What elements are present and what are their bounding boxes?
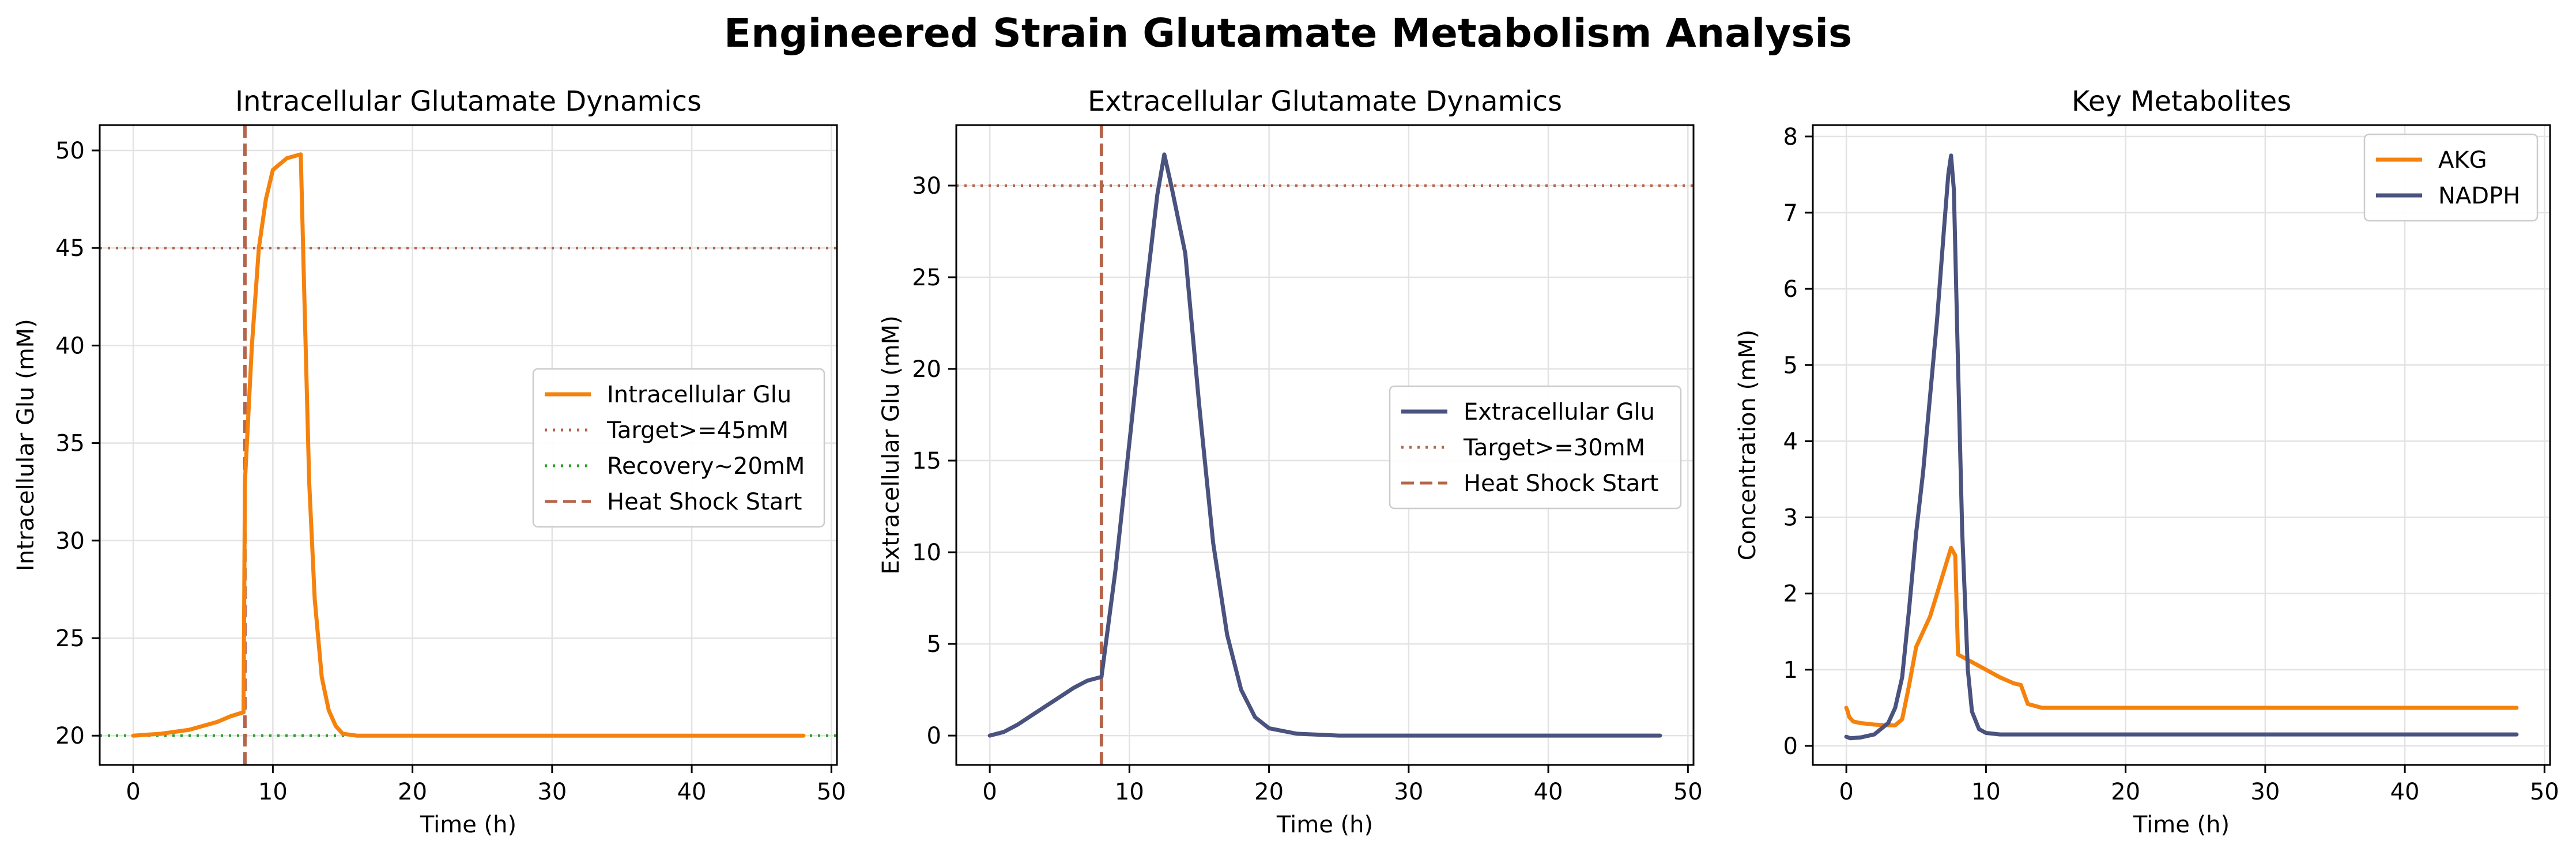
axes-frame bbox=[99, 124, 838, 766]
series-line bbox=[1844, 545, 2519, 727]
y-tick-label: 5 bbox=[1783, 352, 1798, 379]
x-tick-label: 50 bbox=[817, 779, 846, 805]
legend-label: Intracellular Glu bbox=[607, 382, 791, 408]
y-tick-label: 45 bbox=[55, 235, 85, 262]
series-line bbox=[1844, 153, 2519, 741]
chart-title: Intracellular Glutamate Dynamics bbox=[235, 85, 701, 118]
y-axis-label: Concentration (mM) bbox=[1734, 330, 1761, 560]
series-line bbox=[987, 152, 1662, 738]
x-tick-label: 20 bbox=[1254, 779, 1284, 805]
legend: Intracellular Glu Target>=45mM Recovery~20… bbox=[532, 368, 825, 528]
x-axis-label: Time (h) bbox=[1276, 812, 1373, 838]
legend-label: NADPH bbox=[2438, 183, 2520, 209]
legend-frame bbox=[532, 368, 825, 528]
y-tick-label: 0 bbox=[927, 723, 941, 749]
x-tick-label: 30 bbox=[537, 779, 567, 805]
y-tick-label: 1 bbox=[1783, 657, 1798, 684]
axes-frame bbox=[955, 124, 1695, 766]
x-tick-label: 40 bbox=[1534, 779, 1563, 805]
legend-label: Extracellular Glu bbox=[1464, 399, 1655, 425]
legend-label: Heat Shock Start bbox=[1464, 470, 1658, 497]
figure-title: Engineered Strain Glutamate Metabolism A… bbox=[723, 10, 1853, 56]
y-tick-label: 25 bbox=[55, 625, 85, 652]
plot-area bbox=[956, 125, 1694, 765]
legend-label: Recovery~20mM bbox=[607, 453, 805, 480]
x-tick-label: 0 bbox=[982, 779, 997, 805]
y-tick-label: 25 bbox=[912, 265, 941, 291]
x-tick-label: 20 bbox=[2111, 779, 2140, 805]
x-tick-label: 40 bbox=[2390, 779, 2420, 805]
x-axis-label: Time (h) bbox=[420, 812, 516, 838]
legend: AKG NADPH bbox=[2363, 133, 2539, 222]
y-tick-label: 30 bbox=[55, 528, 85, 555]
y-tick-label: 0 bbox=[1783, 733, 1798, 760]
y-tick-label: 20 bbox=[55, 723, 85, 749]
x-tick-label: 50 bbox=[2530, 779, 2559, 805]
legend-frame bbox=[1389, 385, 1682, 510]
series-line bbox=[131, 152, 806, 738]
x-tick-label: 30 bbox=[1394, 779, 1423, 805]
y-tick-label: 5 bbox=[927, 631, 941, 658]
y-tick-label: 10 bbox=[912, 540, 941, 566]
y-tick-label: 7 bbox=[1783, 200, 1798, 227]
y-tick-label: 8 bbox=[1783, 124, 1798, 150]
x-tick-label: 20 bbox=[398, 779, 427, 805]
chart-panel-3: 0 10 20 30 40 50 0 1 2 3 4 5 6 7 8 Key Metabolites Time … bbox=[1734, 85, 2559, 838]
y-tick-label: 20 bbox=[912, 356, 941, 383]
y-tick-label: 40 bbox=[55, 333, 85, 359]
chart-panel-1: 0 10 20 30 40 50 20 25 30 35 40 45 50 Intracellular G… bbox=[13, 85, 846, 838]
y-tick-label: 35 bbox=[55, 431, 85, 457]
x-tick-label: 10 bbox=[1971, 779, 2001, 805]
legend-label: AKG bbox=[2438, 147, 2487, 174]
chart-title: Key Metabolites bbox=[2072, 85, 2291, 118]
y-tick-label: 6 bbox=[1783, 276, 1798, 303]
y-axis-label: Extracellular Glu (mM) bbox=[878, 315, 904, 574]
y-tick-label: 50 bbox=[55, 138, 85, 164]
y-tick-label: 15 bbox=[912, 448, 941, 474]
legend-label: Target>=30mM bbox=[1463, 435, 1645, 461]
y-tick-label: 4 bbox=[1783, 428, 1798, 455]
x-tick-label: 30 bbox=[2250, 779, 2280, 805]
legend-label: Target>=45mM bbox=[606, 417, 789, 444]
x-tick-label: 40 bbox=[677, 779, 707, 805]
y-axis-label: Intracellular Glu (mM) bbox=[13, 319, 39, 571]
legend: Extracellular Glu Target>=30mM Heat Shock … bbox=[1389, 385, 1682, 510]
legend-frame bbox=[2363, 133, 2539, 222]
x-tick-label: 0 bbox=[126, 779, 140, 805]
axes-frame bbox=[1812, 124, 2551, 766]
x-tick-label: 0 bbox=[1839, 779, 1853, 805]
legend-label: Heat Shock Start bbox=[607, 489, 802, 515]
chart-title: Extracellular Glutamate Dynamics bbox=[1088, 85, 1562, 118]
plot-area bbox=[1844, 153, 2519, 741]
plot-area bbox=[100, 125, 837, 765]
y-tick-label: 3 bbox=[1783, 505, 1798, 531]
x-axis-label: Time (h) bbox=[2133, 812, 2230, 838]
x-tick-label: 10 bbox=[1115, 779, 1144, 805]
y-tick-label: 30 bbox=[912, 173, 941, 199]
x-tick-label: 10 bbox=[258, 779, 288, 805]
x-tick-label: 50 bbox=[1673, 779, 1703, 805]
chart-panel-2: 0 10 20 30 40 50 0 5 10 15 20 25 30 Extracellular Glu… bbox=[878, 85, 1703, 838]
y-tick-label: 2 bbox=[1783, 581, 1798, 608]
